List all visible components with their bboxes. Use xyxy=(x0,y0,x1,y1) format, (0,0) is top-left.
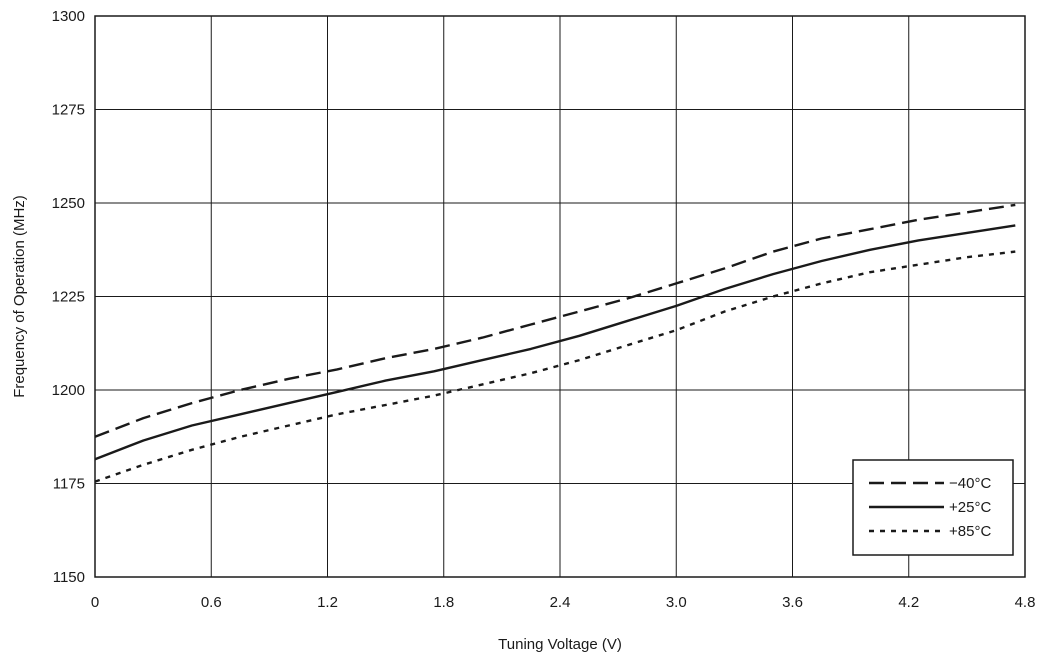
legend-label: +25°C xyxy=(949,499,991,516)
x-axis-title: Tuning Voltage (V) xyxy=(498,636,622,653)
y-tick-label: 1300 xyxy=(52,8,85,25)
y-tick-label: 1175 xyxy=(53,476,85,493)
x-tick-label: 2.4 xyxy=(550,594,571,611)
y-tick-label: 1275 xyxy=(52,102,85,119)
y-tick-label: 1150 xyxy=(53,569,85,586)
y-tick-label: 1200 xyxy=(52,382,85,399)
x-tick-label: 4.8 xyxy=(1015,594,1036,611)
series-line xyxy=(94,250,1016,483)
series-line xyxy=(94,203,1016,438)
plot-frame xyxy=(94,15,1026,578)
x-tick-label: 4.2 xyxy=(898,594,919,611)
y-axis-title: Frequency of Operation (MHz) xyxy=(11,195,28,398)
legend-label: +85°C xyxy=(949,523,991,540)
y-axis-ticks: 1150 1175 1200 1225 1250 1275 1300 xyxy=(52,8,85,586)
series-layer xyxy=(94,203,1016,483)
legend: −40°C +25°C +85°C xyxy=(852,459,1014,556)
x-tick-label: 1.8 xyxy=(433,594,454,611)
legend-label: −40°C xyxy=(949,475,991,492)
y-tick-label: 1225 xyxy=(52,289,85,306)
y-tick-label: 1250 xyxy=(52,195,85,212)
x-tick-label: 0.6 xyxy=(201,594,222,611)
x-tick-label: 3.6 xyxy=(782,594,803,611)
x-tick-label: 1.2 xyxy=(317,594,338,611)
x-tick-label: 3.0 xyxy=(666,594,687,611)
x-axis-ticks: 0 0.6 1.2 1.8 2.4 3.0 3.6 4.2 4.8 xyxy=(91,594,1036,611)
series-line xyxy=(94,224,1016,461)
x-tick-label: 0 xyxy=(91,594,99,611)
